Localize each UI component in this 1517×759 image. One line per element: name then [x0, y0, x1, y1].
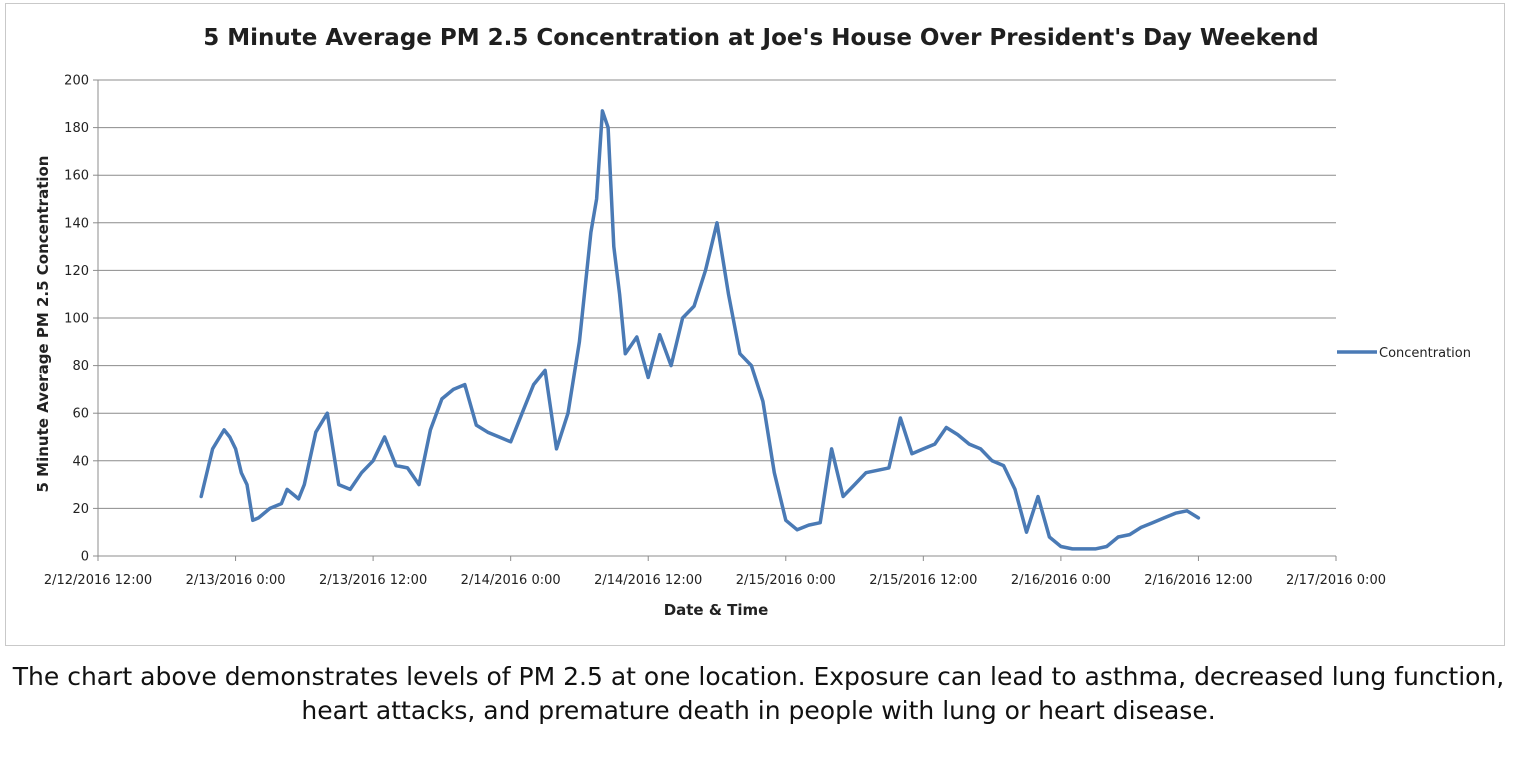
y-tick-label: 0: [81, 550, 89, 565]
axes: [93, 79, 1337, 561]
x-tick-label: 2/12/2016 12:00: [44, 573, 152, 588]
x-tick-label: 2/13/2016 0:00: [186, 573, 286, 588]
x-tick-label: 2/15/2016 0:00: [736, 573, 836, 588]
y-tick-label: 80: [72, 359, 89, 374]
x-tick-label: 2/13/2016 12:00: [319, 573, 427, 588]
series-line-concentration: [199, 109, 1201, 551]
y-tick-label: 100: [64, 312, 89, 327]
y-tick-label: 120: [64, 264, 89, 279]
y-tick-label: 200: [64, 74, 89, 89]
y-tick-label: 160: [64, 169, 89, 184]
y-tick-label: 140: [64, 216, 89, 231]
legend: Concentration: [1337, 346, 1471, 361]
y-axis-title: 5 Minute Average PM 2.5 Concentration: [34, 156, 52, 493]
x-tick-label: 2/14/2016 12:00: [594, 573, 702, 588]
x-tick-label: 2/14/2016 0:00: [461, 573, 561, 588]
y-tick-label: 180: [64, 121, 89, 136]
series-layer: [199, 109, 1201, 551]
x-tick-labels: 2/12/2016 12:00 2/13/2016 0:00 2/13/2016 1…: [44, 573, 1386, 588]
y-tick-label: 20: [72, 502, 89, 517]
chart-frame: 5 Minute Average PM 2.5 Concentration at…: [5, 3, 1505, 646]
caption: The chart above demonstrates levels of P…: [12, 662, 1505, 725]
x-tick-label: 2/16/2016 0:00: [1011, 573, 1111, 588]
line-chart: 5 Minute Average PM 2.5 Concentration at…: [34, 25, 1471, 619]
legend-label-concentration: Concentration: [1379, 346, 1471, 361]
x-tick-label: 2/17/2016 0:00: [1286, 573, 1386, 588]
x-tick-label: 2/15/2016 12:00: [869, 573, 977, 588]
y-tick-labels: 0 20 40 60 80 100 120 140 160 180 200: [64, 74, 89, 565]
y-tick-label: 40: [72, 454, 89, 469]
x-axis-title: Date & Time: [664, 601, 769, 619]
x-tick-label: 2/16/2016 12:00: [1144, 573, 1252, 588]
y-tick-label: 60: [72, 407, 89, 422]
chart-title: 5 Minute Average PM 2.5 Concentration at…: [203, 25, 1318, 51]
gridlines: [98, 79, 1336, 509]
